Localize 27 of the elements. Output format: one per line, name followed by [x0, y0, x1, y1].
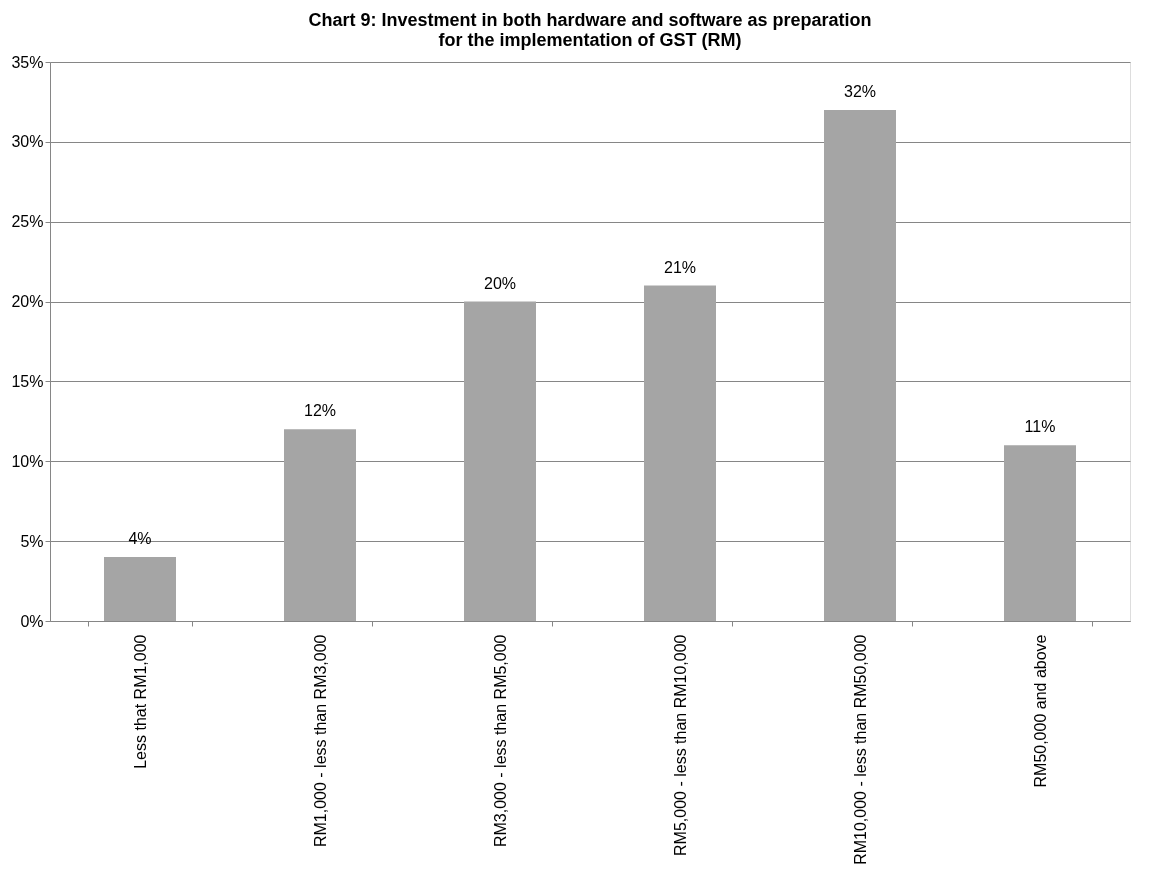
data-label: 20% [483, 274, 517, 292]
y-tick-label: 35% [11, 53, 44, 71]
y-tick-label: 10% [11, 452, 44, 470]
data-label: 4% [128, 530, 152, 548]
data-label: 12% [303, 402, 337, 420]
y-tick-label: 25% [11, 213, 44, 231]
data-label: 32% [843, 82, 877, 100]
bar [284, 429, 356, 621]
y-tick-label: 30% [11, 133, 44, 151]
chart-title: Chart 9: Investment in both hardware and software as preparation for the implementation of GST (RM) [308, 10, 872, 50]
bar [1004, 445, 1076, 621]
x-tick-label: RM50,000 and above [1031, 634, 1049, 788]
x-tick-label: RM5,000 - less than RM10,000 [671, 634, 689, 856]
bar [824, 109, 896, 621]
x-tick-label: Less that RM1,000 [131, 634, 149, 769]
x-tick-label: RM10,000 - less than RM50,000 [851, 634, 869, 865]
y-tick-label: 0% [20, 612, 44, 630]
y-tick-label: 5% [20, 532, 44, 550]
bar [644, 285, 716, 621]
y-tick-label: 20% [11, 293, 44, 311]
data-label: 21% [663, 258, 697, 276]
data-label: 11% [1024, 418, 1056, 436]
bar [464, 301, 536, 621]
bar [104, 557, 176, 621]
x-tick-label: RM3,000 - less than RM5,000 [491, 634, 509, 848]
y-tick-label: 15% [11, 372, 44, 390]
x-tick-label: RM1,000 - less than RM3,000 [311, 634, 329, 848]
